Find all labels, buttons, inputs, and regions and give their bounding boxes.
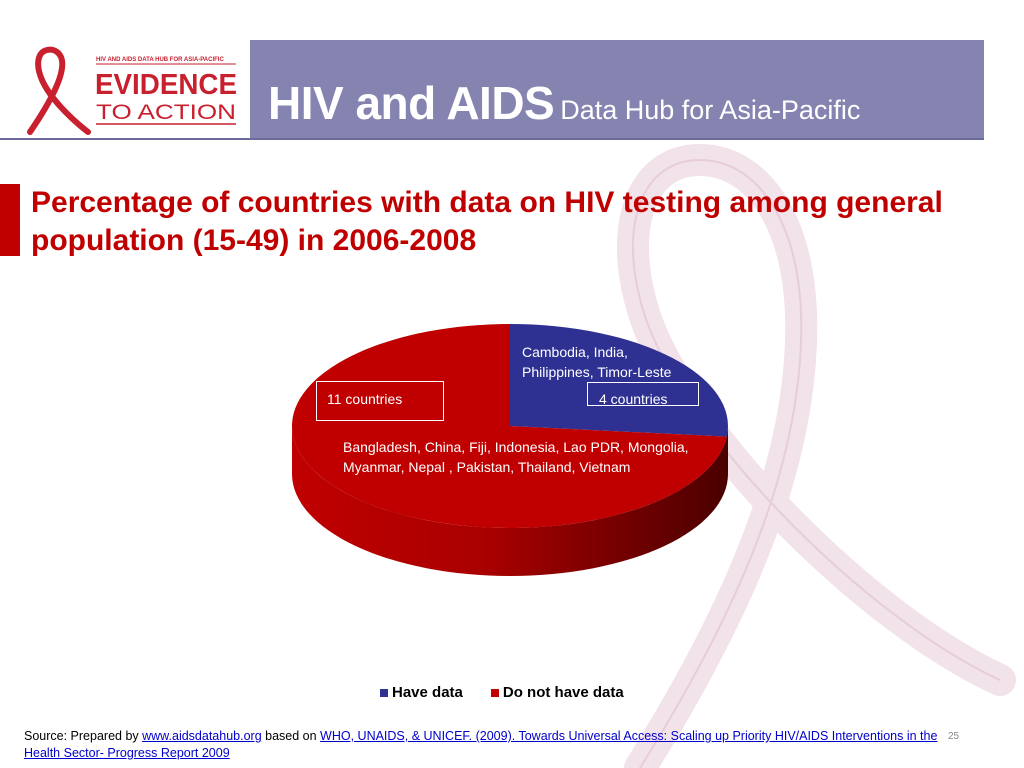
legend-label-have-data: Have data [392,684,463,701]
pie-slice-no-data [291,324,727,529]
logo-tagline: HIV AND AIDS DATA HUB FOR ASIA-PACIFIC [96,57,224,63]
chart-legend: Have data Do not have data [380,684,624,701]
legend-swatch-no-data [490,688,499,697]
pie-slice-have-data [510,324,728,437]
pie-count-label-have-data: 4 countries [587,382,699,407]
page-number: 25 [948,731,960,742]
pie-side-wall [292,426,728,576]
pie-countries-label-no-data: Bangladesh, China, Fiji, Indonesia, Lao … [343,439,689,475]
source-middle: based on [261,729,321,743]
slide-title: Percentage of countries with data on HIV… [31,186,943,257]
evidence-to-action-logo: HIV AND AIDS DATA HUB FOR ASIA-PACIFIC E… [27,46,237,135]
legend-item-have-data: Have data [380,684,463,701]
app-title-main: HIV and AIDS [268,77,555,129]
source-prefix: Source: Prepared by [24,729,143,743]
legend-label-no-data: Do not have data [502,684,624,701]
app-title-sub: Data Hub for Asia-Pacific [560,95,861,125]
logo-word-evidence: EVIDENCE [95,69,237,101]
source-note: Source: Prepared by www.aidsdatahub.org … [24,728,944,762]
legend-item-no-data: Do not have data [490,684,624,701]
pie-count-label-no-data: 11 countries [316,381,444,421]
source-link-aidsdatahub[interactable]: www.aidsdatahub.org [142,729,262,743]
title-marker-bar [0,184,20,256]
legend-swatch-have-data [380,688,388,697]
source-link-report[interactable]: WHO, UNAIDS, & UNICEF. (2009). Towards U… [24,729,938,760]
pie-countries-label-have-data: Cambodia, India, Philippines, Timor-Lest… [522,344,672,380]
app-title: HIV and AIDS Data Hub for Asia-Pacific [268,76,860,130]
logo-word-to-action: TO ACTION [96,101,236,124]
